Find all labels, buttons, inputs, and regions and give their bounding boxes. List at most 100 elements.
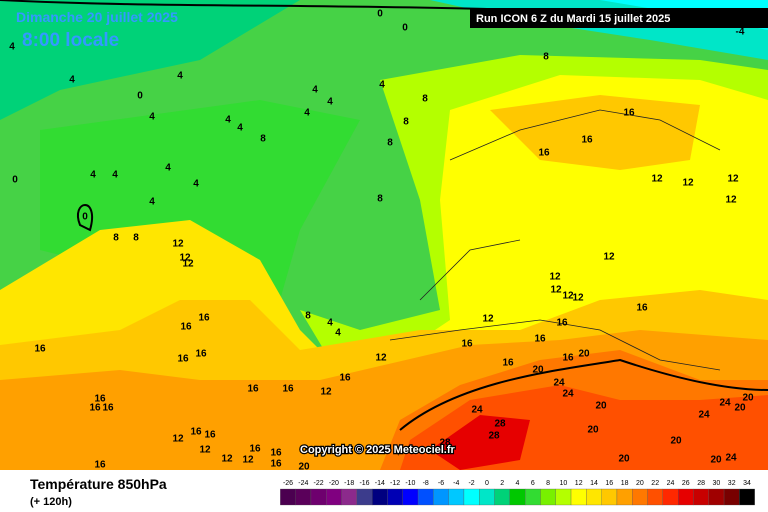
legend-swatch [647,488,663,506]
contour-label: 20 [532,365,544,376]
footer-lead: (+ 120h) [30,496,72,508]
coastline [389,109,721,371]
contour-label: 12 [482,314,494,325]
legend-tick-label: -10 [405,480,415,487]
legend-tick-label: 4 [516,480,520,487]
contour-label: 16 [562,353,574,364]
contour-label: 12 [172,434,184,445]
contour-label: 24 [562,389,574,400]
footer-title: Température 850hPa [30,476,167,492]
contour-label: 4 [237,123,243,134]
legend-tick-label: 20 [636,480,644,487]
contour-label: 4 [149,112,155,123]
contour-label: 16 [538,148,550,159]
forecast-hour: 8:00 locale [22,30,119,51]
contour-label: 4 [327,318,333,329]
legend-tick-label: -26 [283,480,293,487]
legend-swatch [601,488,618,506]
legend-tick-label: 28 [697,480,705,487]
contour-label: 8 [543,52,549,63]
legend-swatch [295,488,312,506]
legend-tick-label: 8 [546,480,550,487]
legend-swatch [540,488,556,506]
contour-label: 8 [260,134,266,145]
legend-tick-label: 16 [605,480,613,487]
legend-swatch [693,488,709,506]
contour-label: 8 [305,311,311,322]
legend-swatch [494,488,510,506]
legend-swatch [433,488,449,506]
contour-label: 24 [725,453,737,464]
legend-swatch [280,488,296,506]
contour-label: -4 [736,27,745,38]
contour-label: 16 [195,349,207,360]
legend-swatch [525,488,541,506]
contour-label: 20 [587,425,599,436]
run-box [470,8,768,28]
contour-label: 16 [270,448,282,459]
legend-tick-label: -18 [344,480,354,487]
legend-tick-label: -22 [314,480,324,487]
field-orange-north [490,95,700,170]
legend-tick-label: -12 [390,480,400,487]
contour-label: 20 [670,436,682,447]
contour-label: 4 [225,115,231,126]
legend-tick-label: -16 [359,480,369,487]
temperature-field [0,0,768,470]
contour-label: 16 [581,135,593,146]
contour-label: 16 [247,384,259,395]
contour-label: 12 [603,252,615,263]
contour-label: 12 [550,285,562,296]
legend-swatch [463,488,480,506]
legend-swatch [708,488,725,506]
contour-label: 12 [172,239,184,250]
contour-label: 8 [403,117,409,128]
contour-label: 16 [502,358,514,369]
legend-tick-label: 14 [590,480,598,487]
contour-label: 8 [377,194,383,205]
contour-label: 12 [179,253,191,264]
legend-tick-label: 0 [485,480,489,487]
contour-label: 12 [549,272,561,283]
contour-label: 16 [623,108,635,119]
legend-tick-label: 24 [667,480,675,487]
contour-label: 4 [112,170,118,181]
contour-label: 4 [312,85,318,96]
legend-tick-label: 2 [500,480,504,487]
contour-label: 24 [719,398,731,409]
legend-tick-label: -4 [453,480,459,487]
contour-label: 20 [578,349,590,360]
contour-label: 20 [734,403,746,414]
contour-label: 0 [82,212,88,223]
copyright: Copyright © 2025 Meteociel.fr [300,444,456,456]
contour-label: 16 [180,322,192,333]
contour-label: 16 [339,373,351,384]
contour-label: 28 [494,419,506,430]
legend-swatch [678,488,694,506]
contour-label: 4 [379,80,385,91]
contour-label: 16 [204,430,216,441]
legend-tick-label: 22 [651,480,659,487]
contour-label: 16 [534,334,546,345]
legend-swatch [479,488,495,506]
contour-label: 12 [562,291,574,302]
legend-tick-label: -20 [329,480,339,487]
contour-label: 8 [422,94,428,105]
contour-label: 4 [193,179,199,190]
legend-tick-label: 10 [560,480,568,487]
contour-label: 0 [137,91,143,102]
contour-label: 12 [182,259,194,270]
contour-label: 12 [320,387,332,398]
contour-label: 12 [375,353,387,364]
contour-label: 12 [682,178,694,189]
contour-label: 12 [725,195,737,206]
contour-label: 24 [698,410,710,421]
contour-label: 8 [113,233,119,244]
legend-tick-label: 18 [621,480,629,487]
contour-label: 16 [89,403,101,414]
contour-label: 12 [199,445,211,456]
legend-tick-label: 34 [743,480,751,487]
contour-label: 16 [270,459,282,470]
contour-label: 16 [34,344,46,355]
legend-tick-label: 12 [575,480,583,487]
